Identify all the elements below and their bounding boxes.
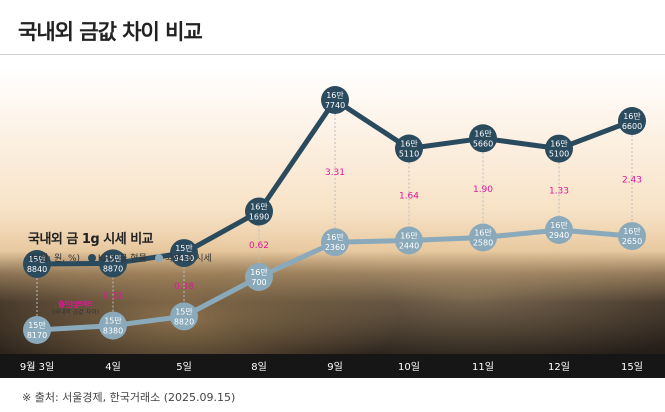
- intl-value-label: 16만: [400, 232, 418, 241]
- x-tick-label: 5일: [176, 361, 192, 373]
- intl-value-label: 2940: [549, 231, 569, 240]
- intl-value-label: 2360: [325, 243, 345, 252]
- legend-title: 국내외 금 1g 시세 비교: [28, 228, 212, 247]
- krx-value-label: 6600: [622, 122, 642, 131]
- x-tick-label: 11일: [472, 361, 494, 373]
- spread-value: 1.90: [473, 185, 493, 195]
- spread-value: 1.64: [399, 192, 419, 202]
- spread-note: 김치 스프레드 (국내외 금값 차이): [52, 301, 99, 317]
- intl-value-label: 15만: [175, 307, 193, 316]
- spread-value: 0.31: [103, 292, 123, 302]
- intl-value-label: 16만: [623, 227, 641, 236]
- legend-row: (단위: 원, %) KRX 금 현물 국제 금 시세: [28, 251, 212, 264]
- intl-value-label: 700: [251, 278, 266, 287]
- legend-intl-swatch: [155, 254, 163, 262]
- intl-value-label: 8820: [174, 317, 194, 326]
- intl-value-label: 2440: [399, 242, 419, 251]
- intl-value-label: 16만: [474, 229, 492, 238]
- krx-value-label: 5100: [549, 150, 569, 159]
- krx-value-label: 16만: [623, 112, 641, 121]
- spread-value: 0.62: [249, 241, 269, 251]
- krx-value-label: 16만: [326, 91, 344, 100]
- intl-value-label: 16만: [550, 221, 568, 230]
- krx-value-label: 16만: [474, 129, 492, 138]
- x-tick-label: 9일: [327, 361, 343, 373]
- spread-note-label: 김치 스프레드: [52, 301, 99, 309]
- krx-value-label: 8840: [27, 265, 47, 274]
- intl-value-label: 15만: [104, 317, 122, 326]
- legend-krx-label: KRX 금 현물: [98, 254, 147, 264]
- spread-value: 0.38: [174, 282, 194, 292]
- legend-intl-label: 국제 금 시세: [165, 254, 212, 264]
- x-tick-label: 10일: [398, 361, 420, 373]
- source-note: ※ 출처: 서울경제, 한국거래소 (2025.09.15): [22, 389, 235, 405]
- spread-note-sub: (국내외 금값 차이): [52, 309, 99, 317]
- spread-value: 2.43: [622, 176, 642, 186]
- intl-value-label: 16만: [326, 233, 344, 242]
- krx-value-label: 7740: [325, 101, 345, 110]
- x-tick-label: 4일: [105, 361, 121, 373]
- krx-value-label: 16만: [250, 203, 268, 212]
- x-tick-labels: 9월 3일 4일 5일 8일 9일 10일 11일 12일 15일: [20, 361, 643, 373]
- x-tick-label: 15일: [621, 361, 643, 373]
- krx-value-label: 16만: [400, 140, 418, 149]
- legend-unit: (단위: 원, %): [28, 254, 80, 264]
- intl-value-label: 16만: [250, 268, 268, 277]
- krx-value-label: 5660: [473, 139, 493, 148]
- x-tick-label: 9월 3일: [20, 361, 54, 373]
- intl-value-label: 2580: [473, 239, 493, 248]
- legend: 국내외 금 1g 시세 비교 (단위: 원, %) KRX 금 현물 국제 금 …: [28, 228, 212, 264]
- krx-value-label: 16만: [550, 140, 568, 149]
- intl-value-label: 2650: [622, 237, 642, 246]
- spread-value: 1.33: [549, 186, 569, 196]
- intl-value-label: 15만: [28, 321, 46, 330]
- krx-value-label: 1690: [249, 213, 269, 222]
- krx-value-label: 8870: [103, 264, 123, 273]
- intl-value-label: 8380: [103, 327, 123, 336]
- intl-value-label: 8170: [27, 331, 47, 340]
- x-tick-label: 8일: [251, 361, 267, 373]
- spread-value: 3.31: [325, 168, 345, 178]
- legend-krx-swatch: [88, 254, 96, 262]
- x-tick-label: 12일: [548, 361, 570, 373]
- krx-value-label: 5110: [399, 150, 419, 159]
